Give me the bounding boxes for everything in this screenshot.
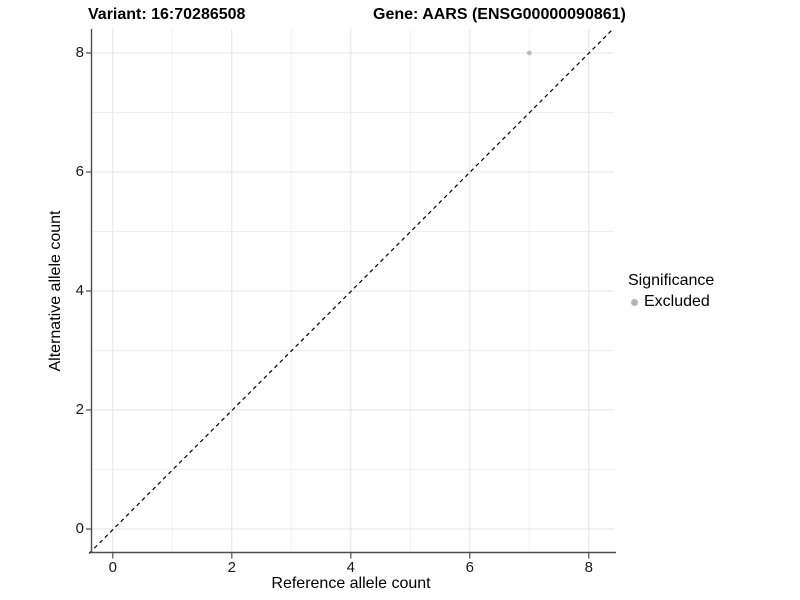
- y-tick-label: 4: [75, 282, 84, 299]
- axis-tick-marks: [86, 52, 590, 559]
- legend-item-excluded: Excluded: [628, 293, 714, 311]
- title-gene: Gene: AARS (ENSG00000090861): [373, 6, 626, 23]
- legend-title: Significance: [628, 272, 715, 289]
- x-tick-label: 0: [108, 559, 117, 576]
- x-tick-label: 8: [584, 559, 593, 576]
- legend-point-icon: [631, 298, 638, 306]
- identity-reference-line: [88, 28, 614, 554]
- x-axis-title: Reference allele count: [271, 575, 431, 592]
- y-tick-label: 8: [75, 44, 84, 61]
- minor-gridlines: [91, 29, 614, 553]
- legend: Significance Excluded: [628, 272, 714, 311]
- data-point: [526, 50, 532, 56]
- y-tick-label: 2: [75, 401, 84, 418]
- x-tick-label: 6: [465, 559, 474, 576]
- title-variant: Variant: 16:70286508: [88, 6, 246, 23]
- y-tick-label: 6: [75, 163, 84, 180]
- major-gridlines: [91, 29, 614, 553]
- x-tick-label: 2: [227, 559, 236, 576]
- y-axis-title: Alternative allele count: [47, 210, 64, 372]
- y-tick-label: 0: [75, 520, 84, 537]
- legend-item-label: Excluded: [644, 293, 710, 310]
- x-tick-label: 4: [346, 559, 355, 576]
